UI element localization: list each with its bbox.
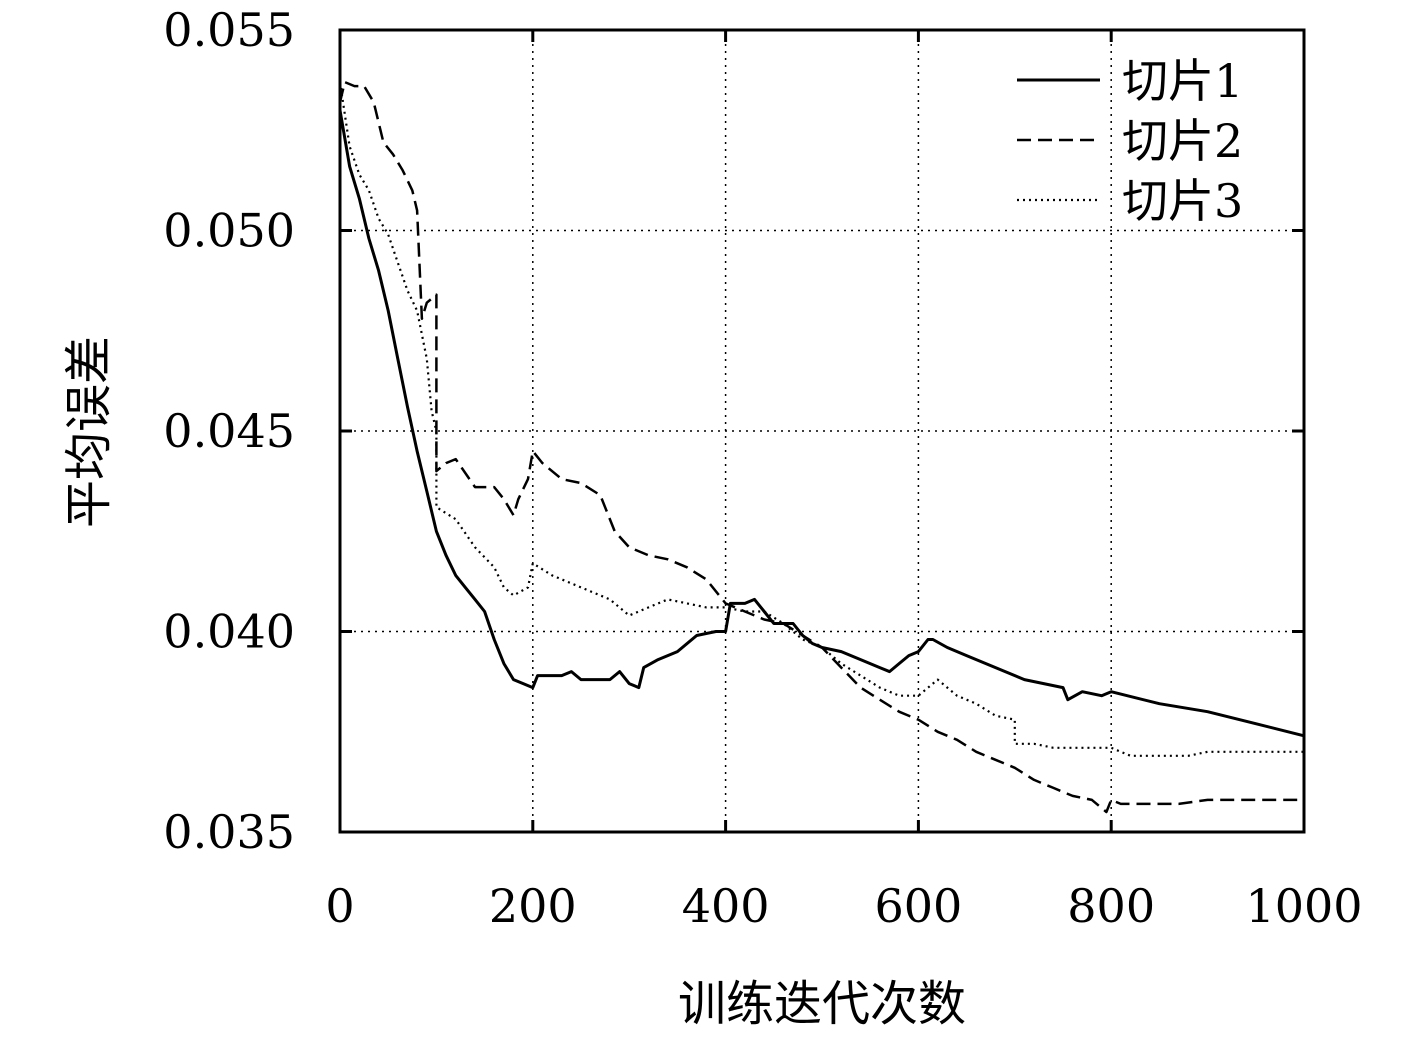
y-tick-label: 0.040 [163,605,295,659]
x-tick-label: 800 [1067,879,1155,933]
legend-label-2: 切片2 [1122,114,1243,168]
y-tick-label: 0.055 [163,3,295,57]
x-tick-label: 600 [874,879,962,933]
tick-labels: 0 200 400 600 800 1000 0.035 0.040 0.045 0.050 0.0… [163,3,1362,933]
grid-lines [340,30,1304,832]
x-tick-label: 200 [489,879,577,933]
y-tick-label: 0.050 [163,204,295,258]
x-tick-label: 400 [682,879,770,933]
series-lines [338,80,1305,814]
x-axis-title: 训练迭代次数 [678,976,966,1032]
axis-ticks [338,28,1306,834]
series-line-2 [338,80,1304,814]
y-tick-label: 0.035 [163,805,295,859]
y-axis-title: 平均误差 [61,336,117,528]
x-tick-label: 1000 [1245,879,1362,933]
legend: 切片1 切片2 切片3 [1017,54,1243,228]
x-tick-label: 0 [325,879,354,933]
series-line-1 [338,109,1305,738]
y-tick-label: 0.045 [163,404,295,458]
legend-label-1: 切片1 [1122,54,1243,108]
legend-label-3: 切片3 [1122,174,1243,228]
